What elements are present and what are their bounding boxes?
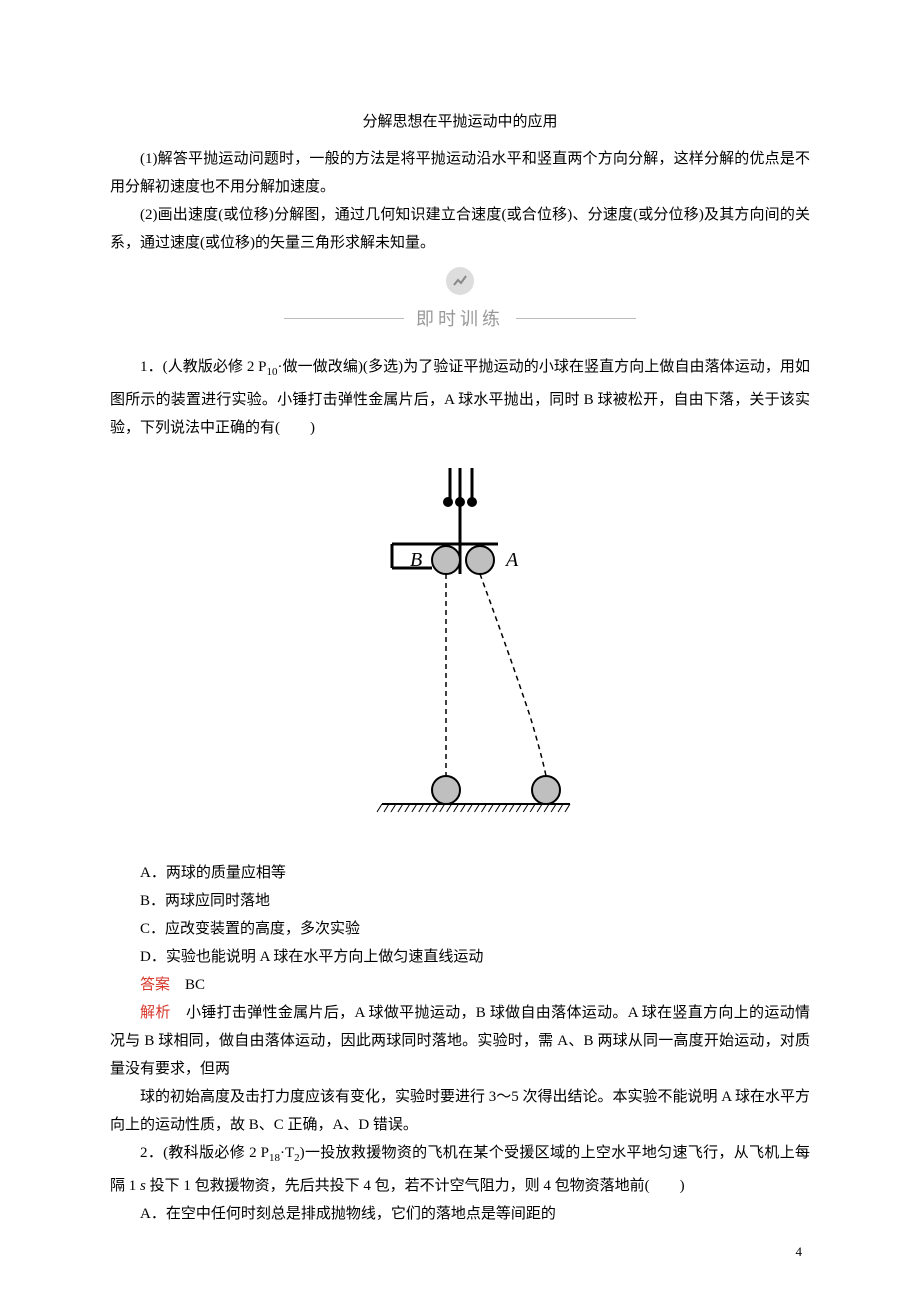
q1-option-c: C．应改变装置的高度，多次实验 [110,915,810,943]
q1-stem-sub: 10 [267,366,278,378]
q2-option-a: A．在空中任何时刻总是排成抛物线，它们的落地点是等间距的 [110,1200,810,1228]
chart-icon [446,267,474,295]
section-label: 即时训练 [416,305,504,331]
q2-stem-a: 2．(教科版必修 2 P [140,1145,269,1161]
q2-stem-mid: ·T [280,1145,294,1161]
q1-answer: BC [170,977,205,993]
section-header: 即时训练 [110,257,810,331]
page-number: 4 [796,1244,803,1260]
q1-answer-line: 答案 BC [110,971,810,999]
q2-stem-c: 投下 1 包救援物资，先后共投下 4 包，若不计空气阻力，则 4 包物资落地前(… [146,1178,685,1194]
answer-label: 答案 [140,977,170,993]
q1-option-a: A．两球的质量应相等 [110,859,810,887]
q1-stem-a: 1．(人教版必修 2 P [140,359,267,375]
page-title: 分解思想在平抛运动中的应用 [110,110,810,131]
paragraph-1: (1)解答平抛运动问题时，一般的方法是将平抛运动沿水平和竖直两个方向分解，这样分… [110,145,810,201]
divider-line-right [516,318,636,319]
q1-explain-text-a: 小锤打击弹性金属片后，A 球做平抛运动，B 球做自由落体运动。A 球在竖直方向上… [110,1005,810,1077]
svg-text:B: B [410,549,422,571]
q1-explain-b: 球的初始高度及击打力度应该有变化，实验时要进行 3～5 次得出结论。本实验不能说… [110,1083,810,1139]
svg-text:A: A [504,549,519,571]
q1-option-b: B．两球应同时落地 [110,887,810,915]
q1-stem: 1．(人教版必修 2 P10·做一做改编)(多选)为了验证平抛运动的小球在竖直方… [110,353,810,442]
q2-stem-sub1: 18 [269,1152,280,1164]
q1-option-d: D．实验也能说明 A 球在水平方向上做匀速直线运动 [110,943,810,971]
q1-explain-a: 解析 小锤打击弹性金属片后，A 球做平抛运动，B 球做自由落体运动。A 球在竖直… [110,999,810,1083]
q2-stem: 2．(教科版必修 2 P18·T2)一投放救援物资的飞机在某个受援区域的上空水平… [110,1139,810,1200]
divider-line-left [284,318,404,319]
q1-figure: BA [110,456,810,841]
explain-label: 解析 [140,1005,171,1021]
paragraph-2: (2)画出速度(或位移)分解图，通过几何知识建立合速度(或合位移)、分速度(或分… [110,201,810,257]
